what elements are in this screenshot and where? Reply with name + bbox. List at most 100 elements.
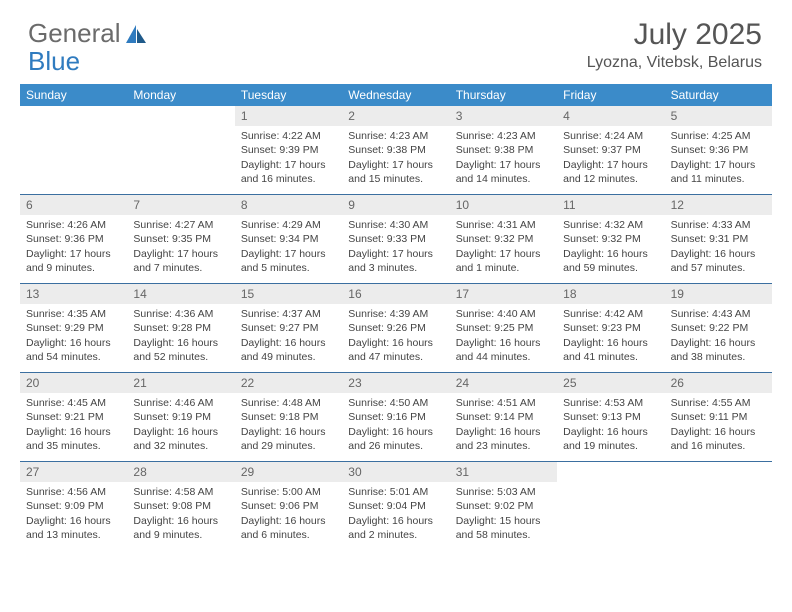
cell-body: Sunrise: 4:45 AMSunset: 9:21 PMDaylight:… <box>20 393 127 457</box>
calendar-cell: 5Sunrise: 4:25 AMSunset: 9:36 PMDaylight… <box>665 106 772 194</box>
day-number: 26 <box>665 373 772 393</box>
sunrise-line: Sunrise: 4:26 AM <box>26 218 121 232</box>
daylight-line: Daylight: 16 hours and 32 minutes. <box>133 425 228 453</box>
sunset-line: Sunset: 9:16 PM <box>348 410 443 424</box>
day-number: 14 <box>127 284 234 304</box>
sunrise-line: Sunrise: 4:33 AM <box>671 218 766 232</box>
daylight-line: Daylight: 16 hours and 54 minutes. <box>26 336 121 364</box>
day-number: 20 <box>20 373 127 393</box>
cell-body: Sunrise: 4:42 AMSunset: 9:23 PMDaylight:… <box>557 304 664 368</box>
weekday-header: Monday <box>127 84 234 106</box>
weekday-header: Tuesday <box>235 84 342 106</box>
daylight-line: Daylight: 17 hours and 9 minutes. <box>26 247 121 275</box>
sunrise-line: Sunrise: 4:53 AM <box>563 396 658 410</box>
daylight-line: Daylight: 16 hours and 52 minutes. <box>133 336 228 364</box>
calendar-cell: 29Sunrise: 5:00 AMSunset: 9:06 PMDayligh… <box>235 462 342 550</box>
cell-body: Sunrise: 4:22 AMSunset: 9:39 PMDaylight:… <box>235 126 342 190</box>
sunset-line: Sunset: 9:34 PM <box>241 232 336 246</box>
daylight-line: Daylight: 17 hours and 5 minutes. <box>241 247 336 275</box>
daylight-line: Daylight: 16 hours and 13 minutes. <box>26 514 121 542</box>
sunrise-line: Sunrise: 4:36 AM <box>133 307 228 321</box>
weekday-header: Saturday <box>665 84 772 106</box>
cell-body: Sunrise: 4:53 AMSunset: 9:13 PMDaylight:… <box>557 393 664 457</box>
sunrise-line: Sunrise: 4:46 AM <box>133 396 228 410</box>
cell-body: Sunrise: 4:43 AMSunset: 9:22 PMDaylight:… <box>665 304 772 368</box>
sunrise-line: Sunrise: 4:55 AM <box>671 396 766 410</box>
sunset-line: Sunset: 9:21 PM <box>26 410 121 424</box>
cell-body: Sunrise: 4:51 AMSunset: 9:14 PMDaylight:… <box>450 393 557 457</box>
daylight-line: Daylight: 17 hours and 15 minutes. <box>348 158 443 186</box>
week-row: 6Sunrise: 4:26 AMSunset: 9:36 PMDaylight… <box>20 194 772 283</box>
sunrise-line: Sunrise: 4:48 AM <box>241 396 336 410</box>
week-row: 20Sunrise: 4:45 AMSunset: 9:21 PMDayligh… <box>20 372 772 461</box>
brand-word2: Blue <box>28 46 80 77</box>
daylight-line: Daylight: 17 hours and 16 minutes. <box>241 158 336 186</box>
daylight-line: Daylight: 16 hours and 49 minutes. <box>241 336 336 364</box>
day-number: 29 <box>235 462 342 482</box>
sunset-line: Sunset: 9:35 PM <box>133 232 228 246</box>
weeks-container: 1Sunrise: 4:22 AMSunset: 9:39 PMDaylight… <box>20 106 772 550</box>
week-row: 1Sunrise: 4:22 AMSunset: 9:39 PMDaylight… <box>20 106 772 194</box>
daylight-line: Daylight: 17 hours and 3 minutes. <box>348 247 443 275</box>
day-number <box>665 462 772 466</box>
day-number: 18 <box>557 284 664 304</box>
day-number: 19 <box>665 284 772 304</box>
calendar-cell <box>127 106 234 194</box>
day-number: 21 <box>127 373 234 393</box>
cell-body: Sunrise: 4:31 AMSunset: 9:32 PMDaylight:… <box>450 215 557 279</box>
sunrise-line: Sunrise: 4:24 AM <box>563 129 658 143</box>
calendar-cell: 27Sunrise: 4:56 AMSunset: 9:09 PMDayligh… <box>20 462 127 550</box>
sunrise-line: Sunrise: 4:23 AM <box>456 129 551 143</box>
sunset-line: Sunset: 9:37 PM <box>563 143 658 157</box>
daylight-line: Daylight: 17 hours and 12 minutes. <box>563 158 658 186</box>
daylight-line: Daylight: 16 hours and 44 minutes. <box>456 336 551 364</box>
day-number: 28 <box>127 462 234 482</box>
day-number: 11 <box>557 195 664 215</box>
sunrise-line: Sunrise: 5:01 AM <box>348 485 443 499</box>
day-number <box>127 106 234 110</box>
sunset-line: Sunset: 9:09 PM <box>26 499 121 513</box>
cell-body: Sunrise: 4:32 AMSunset: 9:32 PMDaylight:… <box>557 215 664 279</box>
daylight-line: Daylight: 17 hours and 7 minutes. <box>133 247 228 275</box>
calendar-cell: 15Sunrise: 4:37 AMSunset: 9:27 PMDayligh… <box>235 284 342 372</box>
daylight-line: Daylight: 16 hours and 59 minutes. <box>563 247 658 275</box>
location-subtitle: Lyozna, Vitebsk, Belarus <box>587 54 762 72</box>
weekday-header: Wednesday <box>342 84 449 106</box>
day-number: 13 <box>20 284 127 304</box>
cell-body: Sunrise: 4:23 AMSunset: 9:38 PMDaylight:… <box>342 126 449 190</box>
daylight-line: Daylight: 17 hours and 11 minutes. <box>671 158 766 186</box>
day-number: 9 <box>342 195 449 215</box>
cell-body: Sunrise: 4:23 AMSunset: 9:38 PMDaylight:… <box>450 126 557 190</box>
weekday-header: Thursday <box>450 84 557 106</box>
cell-body: Sunrise: 4:39 AMSunset: 9:26 PMDaylight:… <box>342 304 449 368</box>
calendar-cell <box>557 462 664 550</box>
sunrise-line: Sunrise: 4:35 AM <box>26 307 121 321</box>
daylight-line: Daylight: 16 hours and 6 minutes. <box>241 514 336 542</box>
sunset-line: Sunset: 9:36 PM <box>26 232 121 246</box>
cell-body: Sunrise: 4:55 AMSunset: 9:11 PMDaylight:… <box>665 393 772 457</box>
sunrise-line: Sunrise: 4:22 AM <box>241 129 336 143</box>
calendar-cell: 19Sunrise: 4:43 AMSunset: 9:22 PMDayligh… <box>665 284 772 372</box>
calendar-cell: 20Sunrise: 4:45 AMSunset: 9:21 PMDayligh… <box>20 373 127 461</box>
calendar-cell: 1Sunrise: 4:22 AMSunset: 9:39 PMDaylight… <box>235 106 342 194</box>
week-row: 27Sunrise: 4:56 AMSunset: 9:09 PMDayligh… <box>20 461 772 550</box>
sunset-line: Sunset: 9:33 PM <box>348 232 443 246</box>
sunset-line: Sunset: 9:25 PM <box>456 321 551 335</box>
calendar-cell: 6Sunrise: 4:26 AMSunset: 9:36 PMDaylight… <box>20 195 127 283</box>
daylight-line: Daylight: 15 hours and 58 minutes. <box>456 514 551 542</box>
cell-body: Sunrise: 4:40 AMSunset: 9:25 PMDaylight:… <box>450 304 557 368</box>
sunset-line: Sunset: 9:39 PM <box>241 143 336 157</box>
cell-body: Sunrise: 5:01 AMSunset: 9:04 PMDaylight:… <box>342 482 449 546</box>
sunset-line: Sunset: 9:26 PM <box>348 321 443 335</box>
calendar-cell: 3Sunrise: 4:23 AMSunset: 9:38 PMDaylight… <box>450 106 557 194</box>
sunset-line: Sunset: 9:22 PM <box>671 321 766 335</box>
calendar-cell: 16Sunrise: 4:39 AMSunset: 9:26 PMDayligh… <box>342 284 449 372</box>
day-number: 23 <box>342 373 449 393</box>
day-number: 30 <box>342 462 449 482</box>
daylight-line: Daylight: 16 hours and 47 minutes. <box>348 336 443 364</box>
daylight-line: Daylight: 17 hours and 14 minutes. <box>456 158 551 186</box>
sunrise-line: Sunrise: 4:45 AM <box>26 396 121 410</box>
weekday-header: Sunday <box>20 84 127 106</box>
header: General July 2025 Lyozna, Vitebsk, Belar… <box>0 0 792 80</box>
calendar-cell: 21Sunrise: 4:46 AMSunset: 9:19 PMDayligh… <box>127 373 234 461</box>
